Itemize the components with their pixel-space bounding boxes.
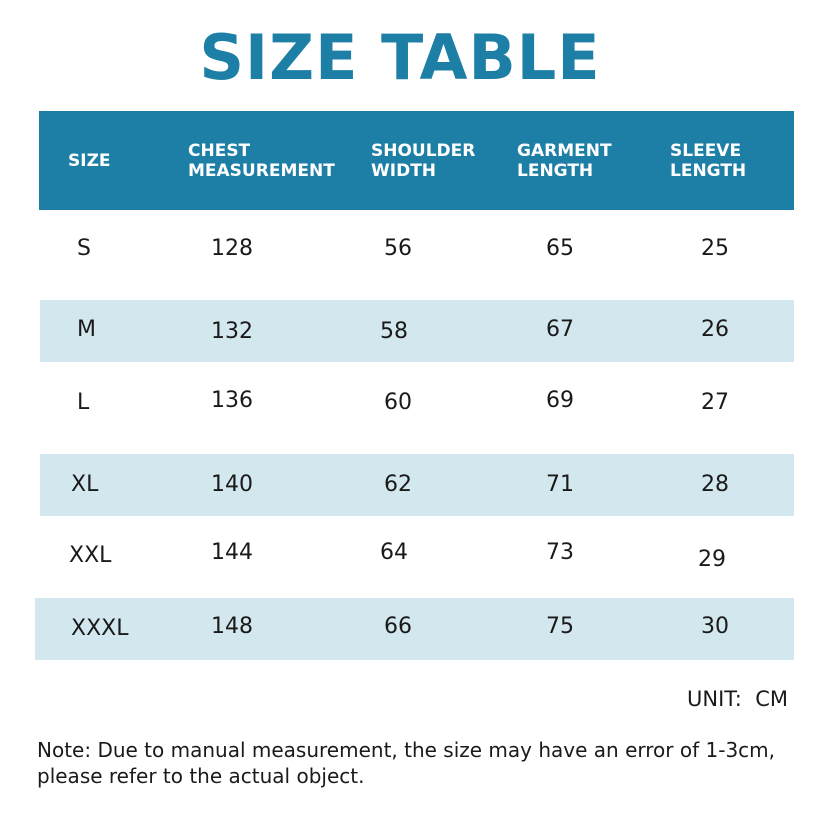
table-cell: 64	[380, 540, 408, 565]
column-header-shoulder: SHOULDER WIDTH	[371, 140, 476, 181]
table-cell: 29	[698, 547, 726, 572]
table-cell: XL	[71, 472, 99, 497]
column-header-chest: CHEST MEASUREMENT	[188, 140, 335, 181]
table-cell: 67	[546, 317, 574, 342]
table-cell: 148	[211, 614, 253, 639]
table-cell: 60	[384, 390, 412, 415]
column-header-garment-length: GARMENT LENGTH	[517, 140, 612, 181]
table-row	[35, 598, 794, 660]
table-cell: 26	[701, 317, 729, 342]
table-row	[40, 300, 794, 362]
page-title: SIZE TABLE	[199, 21, 601, 94]
table-row	[40, 524, 794, 586]
table-cell: 58	[380, 319, 408, 344]
table-cell: 62	[384, 472, 412, 497]
table-cell: S	[77, 236, 91, 261]
table-cell: 25	[701, 236, 729, 261]
table-row	[40, 371, 794, 433]
measurement-note: Note: Due to manual measurement, the siz…	[37, 738, 775, 788]
table-cell: 28	[701, 472, 729, 497]
table-header: SIZE CHEST MEASUREMENT SHOULDER WIDTH GA…	[39, 111, 794, 210]
table-cell: 30	[701, 614, 729, 639]
table-cell: 65	[546, 236, 574, 261]
column-header-size: SIZE	[68, 150, 111, 171]
table-cell: 140	[211, 472, 253, 497]
table-cell: XXL	[69, 543, 112, 568]
table-cell: 75	[546, 614, 574, 639]
table-cell: XXXL	[71, 616, 129, 641]
table-cell: 136	[211, 388, 253, 413]
table-cell: 66	[384, 614, 412, 639]
table-row	[40, 218, 794, 280]
column-header-sleeve-length: SLEEVE LENGTH	[670, 140, 747, 181]
table-row	[40, 454, 794, 516]
table-cell: L	[77, 390, 90, 415]
table-cell: 69	[546, 388, 574, 413]
table-cell: 73	[546, 540, 574, 565]
unit-label: UNIT: CM	[686, 687, 788, 711]
table-cell: 132	[211, 319, 253, 344]
table-cell: 128	[211, 236, 253, 261]
table-cell: 144	[211, 540, 253, 565]
table-cell: 56	[384, 236, 412, 261]
table-cell: 71	[546, 472, 574, 497]
table-cell: 27	[701, 390, 729, 415]
table-cell: M	[77, 317, 96, 342]
